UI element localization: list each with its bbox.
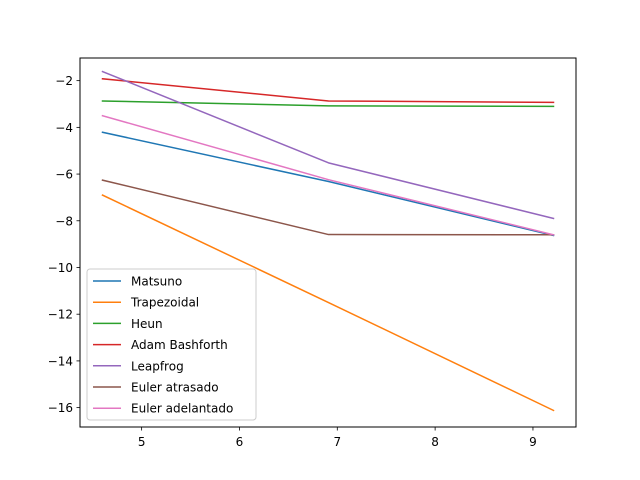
series-line-1 xyxy=(101,194,555,412)
series-line-3 xyxy=(101,77,555,104)
legend-label: Euler adelantado xyxy=(131,402,233,416)
series-layer xyxy=(101,70,555,412)
legend-label: Adam Bashforth xyxy=(131,338,228,352)
series-line-6 xyxy=(101,114,555,236)
y-tick-label: −2 xyxy=(55,74,73,88)
x-axis: 5 6 7 8 9 xyxy=(138,427,537,449)
series-line-5 xyxy=(101,179,555,236)
y-tick-label: −12 xyxy=(48,308,73,322)
legend-label: Trapezoidal xyxy=(130,296,199,310)
y-tick-label: −10 xyxy=(48,261,73,275)
legend-label: Leapfrog xyxy=(131,359,184,373)
x-tick-label: 5 xyxy=(138,435,146,449)
x-tick-label: 8 xyxy=(431,435,439,449)
legend-box xyxy=(86,268,257,421)
y-tick-label: −4 xyxy=(55,121,73,135)
legend-label: Heun xyxy=(131,317,163,331)
series-line-0 xyxy=(101,131,555,237)
x-tick-label: 6 xyxy=(236,435,244,449)
legend-label: Euler atrasado xyxy=(131,381,219,395)
x-tick-label: 9 xyxy=(529,435,537,449)
x-tick-label: 7 xyxy=(333,435,341,449)
legend-label: Matsuno xyxy=(131,275,182,289)
y-tick-label: −14 xyxy=(48,354,73,368)
series-line-4 xyxy=(101,70,555,220)
plot-frame xyxy=(79,57,577,428)
y-tick-label: −6 xyxy=(55,168,73,182)
y-axis: −16 −14 −12 −10 −8 −6 −4 −2 xyxy=(48,74,80,415)
legend: Matsuno Trapezoidal Heun Adam Bashforth Leap… xyxy=(86,268,257,421)
y-tick-label: −16 xyxy=(48,401,73,415)
y-tick-label: −8 xyxy=(55,214,73,228)
